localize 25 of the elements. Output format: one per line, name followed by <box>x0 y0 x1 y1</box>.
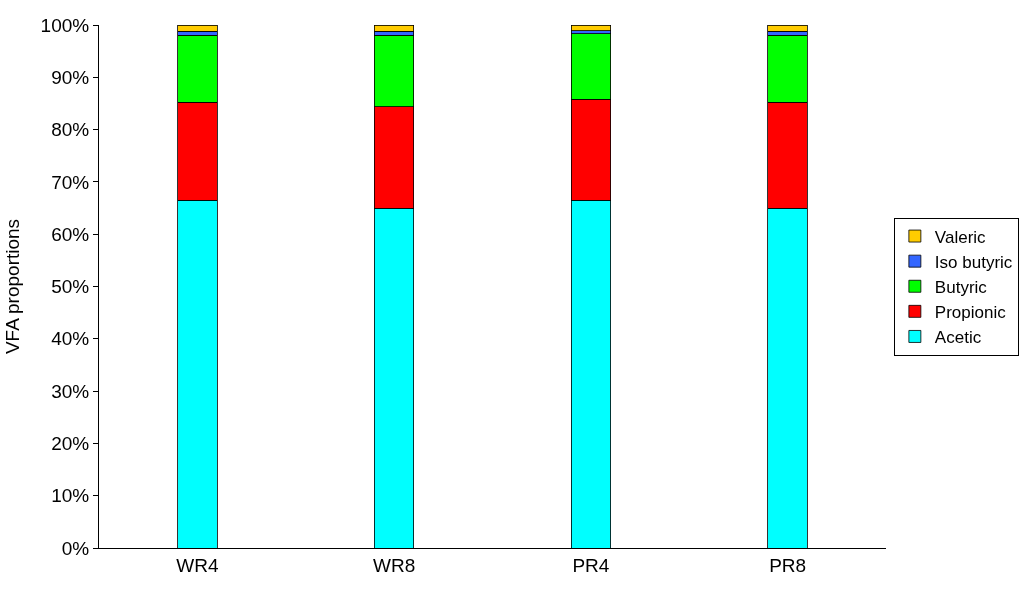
y-tick-label: 100% <box>40 14 90 36</box>
y-tick-label: 80% <box>51 119 90 141</box>
y-tick-label: 30% <box>51 380 90 402</box>
x-tick-label: WR4 <box>176 554 219 576</box>
bar <box>177 25 218 32</box>
x-tick-label: PR4 <box>572 554 610 576</box>
x-tick-label: WR8 <box>373 554 416 576</box>
legend-label: Butyric <box>934 277 988 297</box>
y-tick-label: 50% <box>51 276 90 298</box>
bar <box>374 25 415 32</box>
y-axis-title: VFA proportions <box>2 218 24 355</box>
y-tick-label: 0% <box>61 537 90 559</box>
y-tick-label: 10% <box>51 485 90 507</box>
y-tick-label: 70% <box>51 171 90 193</box>
bar <box>767 25 808 32</box>
x-tick-label: PR8 <box>769 554 807 576</box>
legend-label: Propionic <box>934 302 1007 322</box>
legend-label: Valeric <box>934 227 987 247</box>
y-tick-label: 60% <box>51 223 90 245</box>
bar <box>570 25 611 32</box>
legend-label: Acetic <box>934 328 982 348</box>
y-tick-label: 40% <box>51 328 90 350</box>
y-tick-label: 20% <box>51 433 90 455</box>
legend-label: Iso butyric <box>934 252 1013 272</box>
y-tick-label: 90% <box>51 66 90 88</box>
